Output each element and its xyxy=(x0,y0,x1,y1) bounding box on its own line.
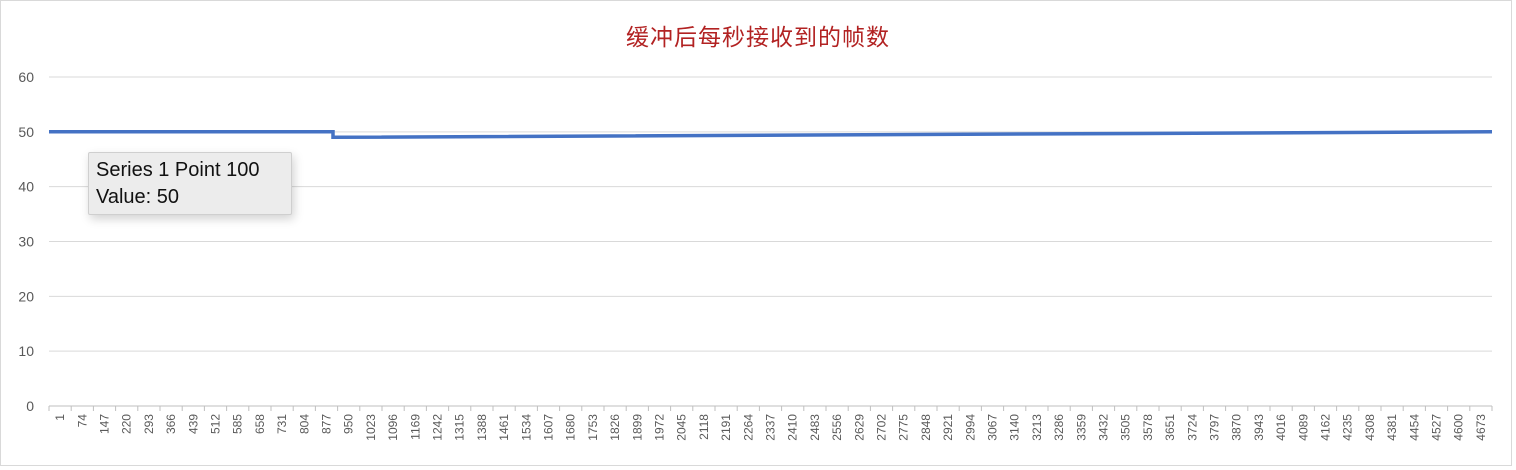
x-tick-label: 512 xyxy=(209,414,223,434)
x-tick-label: 366 xyxy=(164,414,178,434)
x-tick-label: 1315 xyxy=(453,414,467,441)
x-tick-label: 1607 xyxy=(542,414,556,441)
x-tick-label: 4527 xyxy=(1430,414,1444,441)
x-tick-label: 2702 xyxy=(875,414,889,441)
x-tick-label: 804 xyxy=(297,414,311,434)
y-tick-label: 60 xyxy=(18,69,34,85)
x-tick-label: 2483 xyxy=(808,414,822,441)
x-tick-label: 2118 xyxy=(697,414,711,440)
x-tick-label: 3359 xyxy=(1074,414,1088,441)
x-tick-label: 3724 xyxy=(1185,414,1199,441)
x-tick-label: 293 xyxy=(142,414,156,434)
x-tick-label: 658 xyxy=(253,414,267,434)
x-tick-label: 1899 xyxy=(630,414,644,441)
x-tick-label: 1753 xyxy=(586,414,600,441)
tooltip-value: Value: 50 xyxy=(96,186,180,208)
y-tick-label: 10 xyxy=(18,343,34,359)
x-tick-label: 2410 xyxy=(786,414,800,441)
x-tick-label: 4454 xyxy=(1407,414,1421,441)
x-tick-label: 1534 xyxy=(519,414,533,441)
x-tick-label: 2337 xyxy=(764,414,778,441)
x-tick-label: 3213 xyxy=(1030,414,1044,441)
series-line xyxy=(49,130,1493,140)
x-tick-label: 4162 xyxy=(1319,414,1333,441)
x-tick-label: 147 xyxy=(98,414,112,434)
x-tick-label: 2848 xyxy=(919,414,933,441)
x-tick-label: 2629 xyxy=(852,414,866,441)
x-tick-label: 439 xyxy=(186,414,200,434)
x-tick-label: 877 xyxy=(320,414,334,434)
x-tick-label: 1096 xyxy=(386,414,400,441)
x-tick-label: 220 xyxy=(120,414,134,434)
x-tick-label: 3651 xyxy=(1163,414,1177,441)
y-tick-label: 50 xyxy=(18,124,34,140)
x-tick-label: 1169 xyxy=(408,414,422,440)
x-tick-label: 3870 xyxy=(1230,414,1244,441)
chart-title: 缓冲后每秒接收到的帧数 xyxy=(626,25,890,51)
x-tick-label: 2556 xyxy=(830,414,844,441)
x-tick-label: 1023 xyxy=(364,414,378,441)
x-tick-label: 2775 xyxy=(897,414,911,441)
x-tick-label: 2921 xyxy=(941,414,955,441)
y-tick-label: 40 xyxy=(18,179,34,195)
x-tick-label: 1826 xyxy=(608,414,622,441)
x-tick-label: 1680 xyxy=(564,414,578,441)
x-tick-label: 4089 xyxy=(1296,414,1310,441)
x-tick-label: 3067 xyxy=(986,414,1000,441)
x-tick-label: 4235 xyxy=(1341,414,1355,441)
x-tick-label: 74 xyxy=(75,414,89,428)
x-tick-label: 2045 xyxy=(675,414,689,441)
x-tick-label: 4673 xyxy=(1474,414,1488,441)
x-tick-label: 3140 xyxy=(1008,414,1022,441)
x-tick-label: 4381 xyxy=(1385,414,1399,441)
x-tick-label: 950 xyxy=(342,414,356,434)
x-tick-label: 4308 xyxy=(1363,414,1377,441)
x-tick-label: 3432 xyxy=(1097,414,1111,441)
y-tick-label: 20 xyxy=(18,288,34,304)
x-tick-label: 4600 xyxy=(1452,414,1466,441)
x-tick-label: 3286 xyxy=(1052,414,1066,441)
x-tick-label: 1 xyxy=(53,414,67,421)
y-tick-label: 0 xyxy=(26,398,34,414)
y-tick-label: 30 xyxy=(18,234,34,250)
x-tick-label: 1242 xyxy=(431,414,445,441)
x-tick-label: 585 xyxy=(231,414,245,434)
x-tick-label: 3505 xyxy=(1119,414,1133,441)
x-tick-label: 3797 xyxy=(1208,414,1222,441)
x-tick-label: 1388 xyxy=(475,414,489,441)
x-tick-label: 1972 xyxy=(653,414,667,441)
x-tick-label: 2191 xyxy=(719,414,733,441)
x-tick-label: 2264 xyxy=(741,414,755,441)
x-tick-label: 3943 xyxy=(1252,414,1266,441)
x-tick-label: 1461 xyxy=(497,414,511,441)
x-tick-label: 3578 xyxy=(1141,414,1155,441)
x-tick-label: 2994 xyxy=(963,414,977,441)
data-point-tooltip: Series 1 Point 100 Value: 50 xyxy=(88,152,292,215)
tooltip-series-point: Series 1 Point 100 xyxy=(96,159,260,181)
x-tick-label: 731 xyxy=(275,414,289,434)
x-tick-label: 4016 xyxy=(1274,414,1288,441)
